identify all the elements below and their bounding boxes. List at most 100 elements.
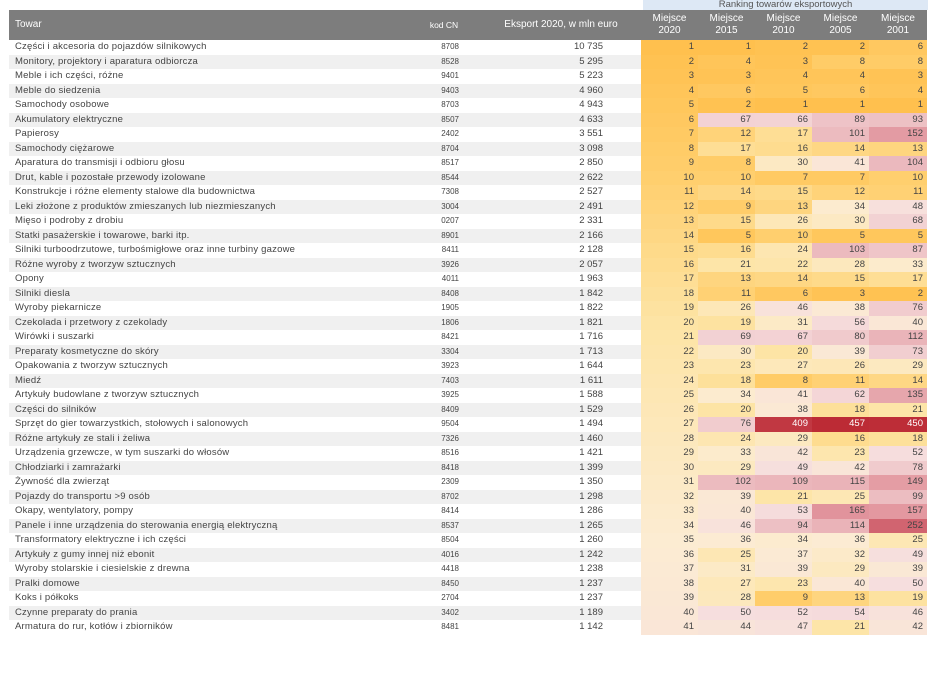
product-name-cell: Opakowania z tworzyw sztucznych [15,360,168,372]
rank-2015-cell: 6 [698,83,755,98]
rank-2015-cell: 39 [698,489,755,504]
table-row: Koks i półkoks 2704 1 237 39 28 9 13 19 [9,591,927,606]
rank-2020-cell: 4 [641,83,698,98]
product-name-cell: Statki pasażerskie i towarowe, barki itp… [9,228,407,243]
table-row: Silniki turboodrzutowe, turbośmigłowe or… [9,243,927,258]
rank-2010-cell: 41 [755,388,812,403]
rank-2001-cell: 50 [869,576,927,591]
rank-2020-cell: 26 [641,402,698,417]
rank-2015-cell: 26 [698,301,755,316]
table-row: Czynne preparaty do prania 3402 1 189 40 50 5… [9,605,927,620]
export-value-cell: 1 644 [579,360,603,372]
rank-2020-cell: 40 [641,605,698,620]
product-name-cell: Samochody osobowe [15,99,110,111]
rank-2010-cell: 47 [755,620,812,635]
cn-code-cell: 8504 [441,535,459,545]
rank-2020-cell: 41 [641,620,698,635]
header-rank-2001: Miejsce 2001 [869,10,927,40]
rank-2001-cell: 18 [869,431,927,446]
rank-2020-cell: 6 [641,112,698,127]
table-row: Monitory, projektory i aparatura odbiorc… [9,54,927,69]
export-value-cell: 1 142 [579,621,603,633]
rank-2010-cell: 15 [755,185,812,200]
rank-2015-cell: 20 [698,402,755,417]
rank-2005-cell: 6 [812,83,869,98]
rank-2001-cell: 252 [869,518,927,533]
product-name-cell: Czekolada i przetwory z czekolady [9,315,407,330]
rank-2020-cell: 22 [641,344,698,359]
rank-2001-cell: 99 [869,489,927,504]
table-row: Różne wyroby z tworzyw sztucznych 3926 2 0… [9,257,927,272]
rank-2010-cell: 31 [755,315,812,330]
rank-2001-cell: 49 [869,547,927,562]
rank-2015-cell: 33 [698,446,755,461]
product-name-cell: Papierosy [15,128,60,140]
rank-2005-cell: 18 [812,402,869,417]
product-name-cell: Opony [15,273,44,285]
rank-2020-cell: 25 [641,388,698,403]
rank-2015-cell: 1 [698,40,755,55]
table-body: Części i akcesoria do pojazdów silnikowy… [9,40,927,635]
table-row: Samochody ciężarowe 8704 3 098 8 17 16 14 13 [9,141,927,156]
rank-2015-cell: 50 [698,605,755,620]
product-name-cell: Artykuły z gumy innej niż ebonit [9,547,407,562]
rank-2015-cell: 29 [698,460,755,475]
rank-2015-cell: 25 [698,547,755,562]
export-value-cell: 3 098 [481,141,641,156]
rank-2001-cell: 11 [869,185,927,200]
rank-2005-cell: 39 [812,344,869,359]
export-value-cell: 3 551 [579,128,603,140]
table-row: Meble i ich części, różne 9401 5 223 3 3 4 4 3 [9,69,927,84]
rank-2020-cell: 24 [641,373,698,388]
rank-2020-cell: 21 [641,330,698,345]
product-name-cell: Wyroby piekarnicze [15,302,102,314]
export-value-cell: 1 237 [579,592,603,604]
table-row: Akumulatory elektryczne 8507 4 633 6 67 66 89 9… [9,112,927,127]
rank-2005-cell: 8 [812,54,869,69]
rank-2010-cell: 46 [755,301,812,316]
rank-2010-cell: 42 [755,446,812,461]
rank-2015-cell: 2 [698,98,755,113]
rank-2010-cell: 94 [755,518,812,533]
cn-code-cell: 3925 [441,390,459,400]
rank-2010-cell: 8 [755,373,812,388]
rank-2020-cell: 2 [641,54,698,69]
rank-2020-cell: 19 [641,301,698,316]
product-name-cell: Aparatura do transmisji i odbioru głosu [15,157,185,169]
export-value-cell: 1 821 [481,315,641,330]
rank-2010-cell: 2 [755,40,812,55]
rank-2010-cell: 24 [755,243,812,258]
rank-2010-cell: 16 [755,141,812,156]
rank-2005-cell: 7 [812,170,869,185]
rank-2005-cell: 4 [812,69,869,84]
rank-2001-cell: 112 [869,330,927,345]
table-row: Panele i inne urządzenia do sterowania e… [9,518,927,533]
rank-2010-cell: 39 [755,562,812,577]
export-value-cell: 1 189 [481,605,641,620]
rank-2005-cell: 14 [812,141,869,156]
table-row: Leki złożone z produktów zmieszanych lub… [9,199,927,214]
product-name-cell: Meble do siedzenia [9,83,407,98]
table-row: Artykuły z gumy innej niż ebonit 4016 1 24… [9,547,927,562]
product-name-cell: Sprzęt do gier towarzystkich, stołowych … [15,418,249,430]
cn-code-cell: 8901 [407,228,481,243]
cn-code-cell: 8411 [441,245,459,255]
cn-code-cell: 8703 [441,100,459,110]
rank-2005-cell: 11 [812,373,869,388]
cn-code-cell: 8414 [441,506,459,516]
header-rank-2020: Miejsce 2020 [641,10,698,40]
cn-code-cell: 8481 [441,622,459,632]
rank-2001-cell: 46 [869,605,927,620]
rank-2010-cell: 17 [755,127,812,142]
product-name-cell: Pralki domowe [9,576,407,591]
table-row: Opakowania z tworzyw sztucznych 3923 1 644… [9,359,927,374]
rank-2010-cell: 52 [755,605,812,620]
cn-code-cell: 0207 [441,216,459,226]
header-kod-cn: kod CN [407,10,481,40]
table-row: Armatura do rur, kotłów i zbiorników 8481… [9,620,927,635]
rank-2015-cell: 102 [698,475,755,490]
rank-2020-cell: 15 [641,243,698,258]
table-row: Okapy, wentylatory, pompy 8414 1 286 33 40 53… [9,504,927,519]
rank-2020-cell: 27 [641,417,698,432]
rank-2005-cell: 38 [812,301,869,316]
